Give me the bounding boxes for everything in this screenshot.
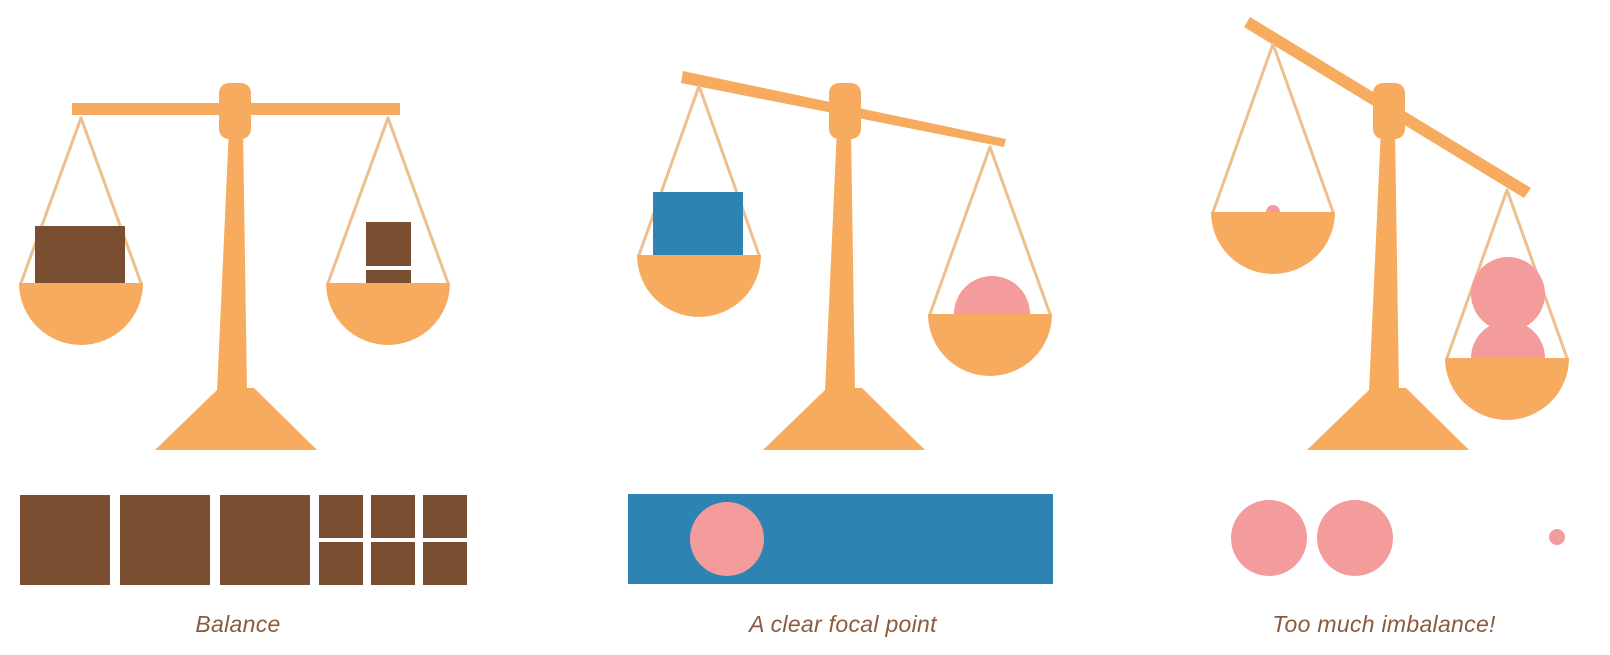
rope-left (637, 84, 761, 257)
brown-tile (371, 542, 415, 585)
blue-block-weight (653, 192, 743, 256)
pink-circle (1231, 500, 1307, 576)
scale-base (763, 388, 925, 450)
rope-right (928, 145, 1052, 316)
scale-post (217, 128, 247, 392)
scale-pivot (1373, 83, 1405, 139)
scale-post (1369, 128, 1399, 392)
brown-tile (423, 542, 467, 585)
scale-base (1307, 388, 1469, 450)
caption-balance: Balance (195, 611, 281, 637)
rope-left (1211, 42, 1335, 214)
imbalance-row (1231, 500, 1565, 576)
panel-focal-point (628, 71, 1053, 584)
pan-left (1211, 212, 1335, 274)
focal-row (628, 494, 1053, 584)
pan-right (1445, 358, 1569, 420)
brown-block (220, 495, 310, 585)
pan-right (326, 283, 450, 345)
caption-imbalance: Too much imbalance! (1272, 611, 1496, 637)
brown-tile (423, 495, 467, 538)
brown-block (120, 495, 210, 585)
scale-base (155, 388, 317, 450)
scale-imbalance (1211, 17, 1569, 450)
panel-balance (19, 83, 467, 585)
scale-balance (19, 83, 450, 450)
rope-right (326, 116, 450, 285)
brown-tile (319, 495, 363, 538)
pink-focal-circle (690, 502, 764, 576)
weight-large-square (35, 226, 125, 284)
brown-tile (371, 495, 415, 538)
scale-focal (637, 71, 1052, 450)
brown-block (20, 495, 110, 585)
caption-focal-point: A clear focal point (749, 611, 937, 637)
blocks-row (20, 495, 467, 585)
pink-circle-weight (954, 276, 1030, 314)
rope-left (19, 116, 143, 285)
scale-pivot (829, 83, 861, 139)
panel-imbalance (1211, 17, 1569, 576)
scale-pivot (219, 83, 251, 139)
scale-post (825, 128, 855, 392)
weight-small-square (366, 222, 411, 266)
weight-small-square (366, 270, 411, 284)
pan-left (19, 283, 143, 345)
tiny-pink-dot-weight (1266, 205, 1280, 212)
pan-right (928, 314, 1052, 376)
pink-circle-weight (1471, 257, 1545, 331)
brown-tile (319, 542, 363, 585)
pink-circle (1317, 500, 1393, 576)
pink-circle-weight (1471, 321, 1545, 358)
pink-dot (1549, 529, 1565, 545)
pan-left (637, 255, 761, 317)
